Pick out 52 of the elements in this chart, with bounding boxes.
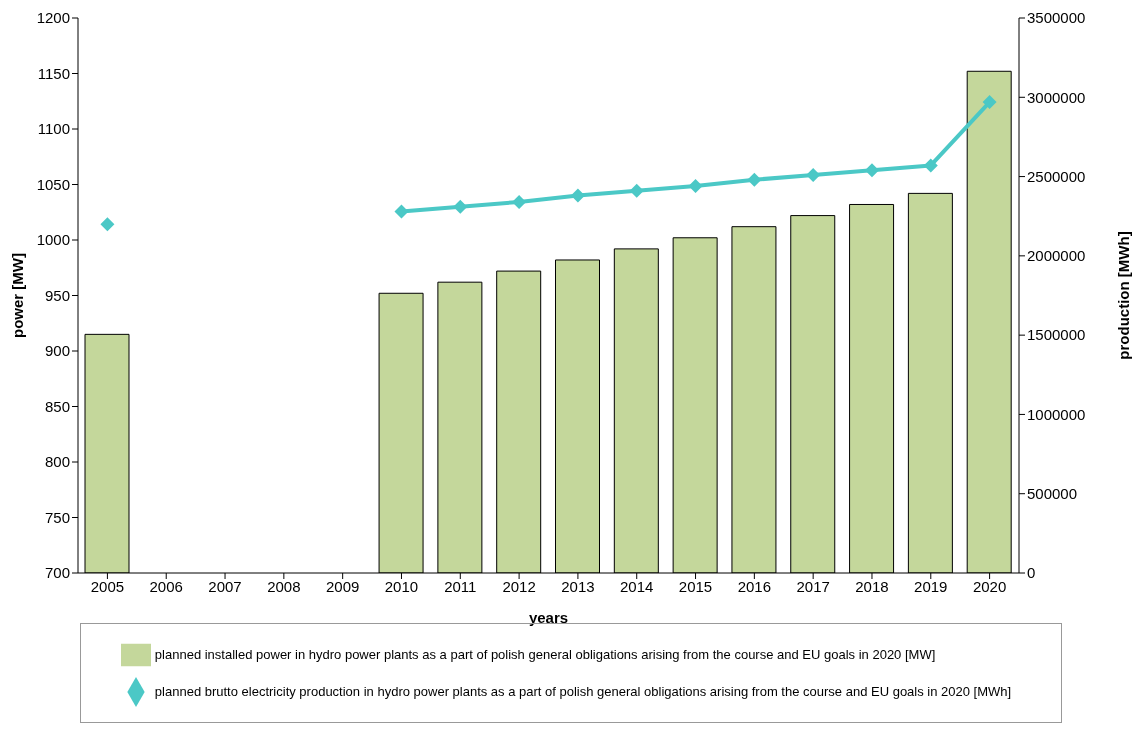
y-tick-label: 700	[44, 564, 70, 582]
y2-tick-label: 500000	[1027, 485, 1078, 503]
point	[629, 183, 644, 198]
y2-tick-label: 1500000	[1027, 326, 1086, 344]
x-tick-label: 2009	[325, 577, 360, 595]
point	[923, 158, 938, 173]
x-tick-label: 2008	[267, 577, 301, 595]
x-tick-label: 2013	[561, 577, 595, 595]
point	[394, 204, 409, 219]
x-tick-label: 2015	[678, 577, 713, 595]
x-tick-label: 2011	[444, 577, 477, 595]
x-tick-label: 2017	[796, 577, 830, 595]
y2-tick-label: 3000000	[1027, 88, 1086, 106]
point	[806, 167, 821, 182]
y-tick-label: 850	[44, 397, 70, 415]
y-tick-label: 900	[44, 342, 70, 360]
y2-tick-label: 2000000	[1027, 247, 1086, 265]
y2-axis-title: production [MWh]	[1115, 231, 1133, 360]
y2-tick-label: 3500000	[1027, 9, 1086, 27]
y-tick-label: 1050	[36, 175, 70, 193]
x-axis-title: years	[528, 609, 569, 626]
y-tick-label: 1200	[36, 9, 70, 27]
legend-label: planned installed power in hydro power plants as a part of polish general obligations arising from the course and EU goals in 2020 [MW]	[154, 647, 936, 662]
x-tick-label: 2007	[208, 577, 242, 595]
x-tick-label: 2018	[855, 577, 889, 595]
x-tick-label: 2005	[90, 577, 125, 595]
y2-tick-label: 1000000	[1027, 405, 1086, 423]
legend-label: planned brutto electricity production in hydro power plants as a part of polish general obligations arising from the course and EU goals in 2020 [MWh]	[154, 684, 1012, 699]
y-tick-label: 800	[44, 453, 70, 471]
point	[100, 217, 115, 232]
x-tick-label: 2019	[914, 577, 948, 595]
x-tick-label: 2020	[972, 577, 1007, 595]
x-tick-label: 2006	[149, 577, 183, 595]
x-tick-label: 2014	[620, 577, 654, 595]
point	[747, 172, 762, 187]
y-tick-label: 1000	[36, 231, 70, 249]
y2-tick-label: 2500000	[1027, 167, 1086, 185]
point	[512, 194, 527, 209]
point	[570, 188, 585, 203]
y-tick-label: 1150	[37, 64, 70, 82]
x-tick-label: 2010	[384, 577, 419, 595]
y-axis-title: power [MW]	[9, 253, 27, 338]
point	[982, 95, 997, 110]
y-tick-label: 950	[44, 286, 70, 304]
x-tick-label: 2016	[737, 577, 772, 595]
y-tick-label: 750	[44, 508, 70, 526]
point	[453, 199, 468, 214]
y-tick-label: 1100	[37, 120, 70, 138]
y2-tick-label: 0	[1027, 564, 1036, 582]
point	[688, 179, 703, 194]
point	[864, 163, 879, 178]
x-tick-label: 2012	[502, 577, 536, 595]
